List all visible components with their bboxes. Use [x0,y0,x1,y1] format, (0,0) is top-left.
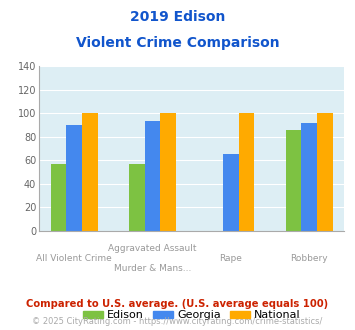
Bar [82,113,98,231]
Bar [223,154,239,231]
Legend: Edison, Georgia, National: Edison, Georgia, National [78,306,305,325]
Bar [51,164,66,231]
Text: 2019 Edison: 2019 Edison [130,10,225,24]
Text: Murder & Mans...: Murder & Mans... [114,264,191,273]
Text: © 2025 CityRating.com - https://www.cityrating.com/crime-statistics/: © 2025 CityRating.com - https://www.city… [32,317,323,326]
Bar [145,121,160,231]
Bar [239,113,254,231]
Bar [286,130,301,231]
Bar [129,164,145,231]
Text: Violent Crime Comparison: Violent Crime Comparison [76,36,279,50]
Text: All Violent Crime: All Violent Crime [37,254,112,263]
Text: Aggravated Assault: Aggravated Assault [108,244,197,253]
Text: Compared to U.S. average. (U.S. average equals 100): Compared to U.S. average. (U.S. average … [26,299,329,309]
Bar [160,113,176,231]
Bar [317,113,333,231]
Bar [66,125,82,231]
Text: Robbery: Robbery [290,254,328,263]
Text: Rape: Rape [219,254,242,263]
Bar [301,122,317,231]
